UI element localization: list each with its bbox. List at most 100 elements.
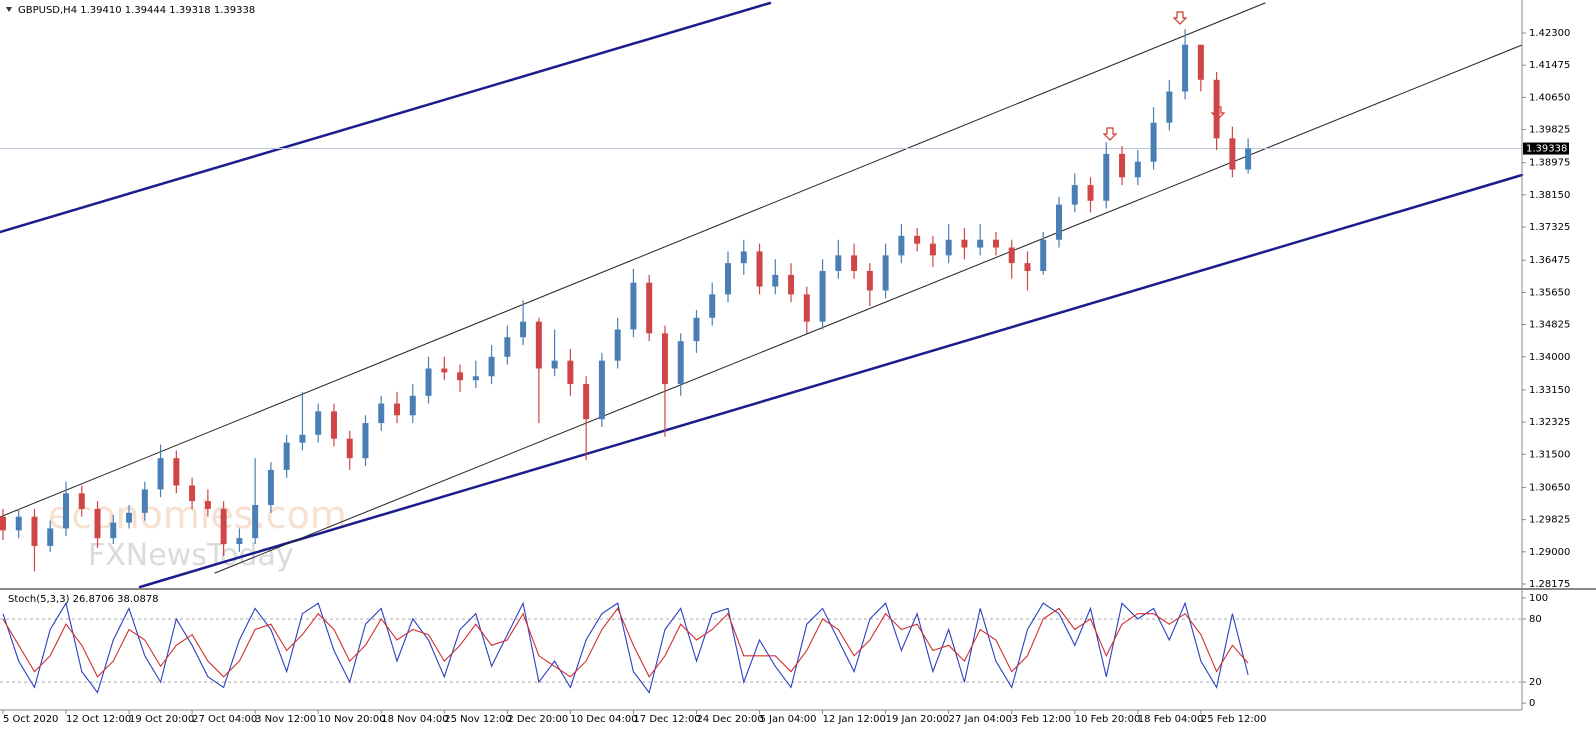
y-tick-label: 1.41475 <box>1529 60 1570 71</box>
candle-body <box>220 508 227 545</box>
x-tick-label: 24 Dec 20:00 <box>696 714 763 725</box>
candle-body <box>330 411 337 439</box>
candle-body <box>772 274 779 287</box>
candle-body <box>1071 185 1078 205</box>
x-tick-label: 12 Jan 12:00 <box>823 714 886 725</box>
y-tick-label: 1.38975 <box>1529 158 1570 169</box>
candle-body <box>63 493 70 529</box>
y-tick-label: 1.37325 <box>1529 222 1570 233</box>
candle-body <box>535 321 542 369</box>
candle-body <box>614 329 621 361</box>
title-icon <box>6 7 12 12</box>
candle-body <box>630 282 637 330</box>
candle-body <box>567 360 574 385</box>
candle-body <box>173 458 180 486</box>
down-arrow <box>1102 127 1118 141</box>
y-tick-label: 1.38150 <box>1529 190 1570 201</box>
candle-body <box>992 239 999 248</box>
candle-body <box>283 442 290 470</box>
candle-body <box>1103 153 1110 201</box>
x-tick-label: 18 Nov 04:00 <box>381 714 448 725</box>
candle-body <box>835 255 842 271</box>
x-tick-label: 19 Jan 20:00 <box>886 714 949 725</box>
stoch-line <box>2 607 1249 678</box>
candle-body <box>1245 148 1252 170</box>
watermark: economies.com <box>48 493 347 537</box>
candle-body <box>756 251 763 287</box>
candle-body <box>47 528 54 546</box>
watermark: FXNewsToday <box>88 538 294 573</box>
candle-body <box>945 239 952 256</box>
y-tick-label: 0 <box>1529 698 1535 709</box>
candle-body <box>1166 91 1173 123</box>
y-tick-label: 1.29825 <box>1529 515 1570 526</box>
y-tick-label: 1.34000 <box>1529 352 1570 363</box>
candle-body <box>457 372 464 381</box>
candle-body <box>1197 44 1204 80</box>
candle-body <box>488 356 495 377</box>
candle-body <box>819 270 826 322</box>
candle-body <box>78 493 85 509</box>
y-tick-label: 80 <box>1529 614 1542 625</box>
candle-body <box>1008 247 1015 264</box>
candle-body <box>1087 185 1094 201</box>
channel-line <box>214 44 1523 574</box>
candle-body <box>378 403 385 424</box>
candle-body <box>1182 44 1189 92</box>
candle-body <box>472 376 479 381</box>
x-tick-label: 25 Nov 12:00 <box>444 714 511 725</box>
candle-body <box>1150 122 1157 162</box>
candle-body <box>1213 79 1220 139</box>
x-tick-label: 25 Feb 12:00 <box>1201 714 1267 725</box>
candle-body <box>724 263 731 295</box>
candle-body <box>851 255 858 271</box>
candle-body <box>236 538 243 545</box>
candle-body <box>914 235 921 244</box>
candle-body <box>110 522 117 539</box>
candle-body <box>646 282 653 334</box>
candle-body <box>1024 263 1031 271</box>
y-tick-label: 1.35650 <box>1529 287 1570 298</box>
stoch-line <box>2 601 1249 694</box>
x-tick-label: 10 Feb 20:00 <box>1075 714 1141 725</box>
y-tick-label: 1.29000 <box>1529 547 1570 558</box>
plot: 1.42300 1.41475 1.40650 1.39825 1.38975 1.381… <box>0 28 1570 725</box>
candle-body <box>520 321 527 338</box>
candle-body <box>1040 239 1047 271</box>
trend-line <box>138 173 1524 589</box>
candle-body <box>299 434 306 443</box>
candle-body <box>141 489 148 513</box>
y-tick-label: 1.33150 <box>1529 385 1570 396</box>
candle-body <box>661 333 668 385</box>
candle-body <box>677 341 684 385</box>
indicator-title: Stoch(5,3,3) 26.8706 38.0878 <box>8 594 159 605</box>
x-tick-label: 27 Oct 04:00 <box>192 714 257 725</box>
candle-body <box>126 512 133 523</box>
candle-body <box>1134 161 1141 178</box>
x-tick-label: 10 Dec 04:00 <box>570 714 637 725</box>
x-tick-label: 10 Nov 20:00 <box>318 714 385 725</box>
candle-body <box>15 516 22 531</box>
candle-body <box>252 505 259 539</box>
candle-body <box>31 516 38 546</box>
last-price-box <box>1523 142 1569 155</box>
y-tick-label: 1.34825 <box>1529 320 1570 331</box>
candle-body <box>583 384 590 420</box>
candle-body <box>362 423 369 459</box>
candle-body <box>693 317 700 342</box>
trend-lines <box>0 1 1524 589</box>
candle-body <box>1119 153 1126 178</box>
candle-body <box>740 251 747 264</box>
candle-body <box>709 294 716 318</box>
candle-body <box>94 508 101 539</box>
candle-body <box>204 501 211 509</box>
y-tick-label: 1.32325 <box>1529 417 1570 428</box>
x-tick-label: 3 Feb 12:00 <box>1012 714 1071 725</box>
candle-body <box>866 270 873 291</box>
candle-body <box>409 395 416 416</box>
x-tick-label: 19 Oct 20:00 <box>129 714 194 725</box>
candle-body <box>977 239 984 248</box>
y-tick-label: 1.36475 <box>1529 255 1570 266</box>
y-tick-label: 20 <box>1529 677 1542 688</box>
